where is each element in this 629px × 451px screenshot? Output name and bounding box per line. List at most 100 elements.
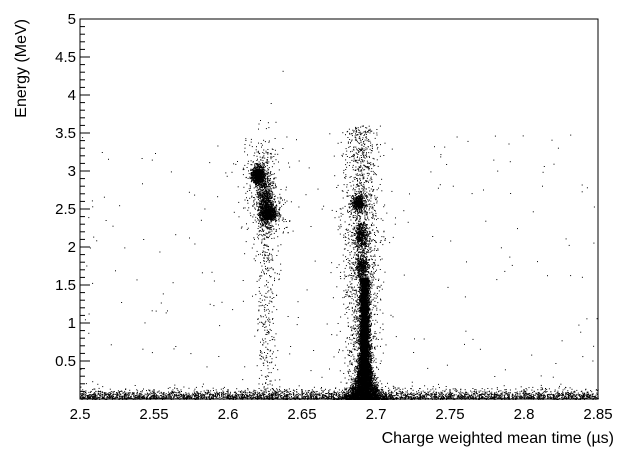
data-point bbox=[271, 395, 273, 396]
data-point bbox=[182, 395, 184, 397]
data-point bbox=[575, 395, 577, 396]
data-point bbox=[157, 391, 159, 393]
data-point bbox=[490, 396, 492, 398]
data-point bbox=[253, 390, 255, 391]
data-point bbox=[466, 394, 468, 396]
data-point bbox=[562, 397, 564, 399]
data-point bbox=[387, 382, 388, 384]
data-point bbox=[442, 394, 444, 396]
data-point bbox=[424, 397, 426, 399]
data-point bbox=[81, 397, 83, 399]
data-point bbox=[119, 396, 121, 398]
data-point bbox=[547, 394, 548, 396]
data-point bbox=[99, 396, 101, 398]
data-point bbox=[308, 397, 310, 399]
data-point bbox=[246, 393, 248, 395]
data-point bbox=[311, 392, 313, 394]
data-point bbox=[218, 393, 220, 395]
data-point bbox=[103, 395, 105, 397]
data-point bbox=[142, 396, 144, 398]
data-point bbox=[181, 393, 183, 395]
data-point bbox=[397, 394, 399, 396]
data-point bbox=[272, 397, 274, 399]
data-point bbox=[276, 392, 278, 394]
data-point bbox=[85, 395, 86, 397]
data-point bbox=[147, 393, 149, 394]
data-point bbox=[226, 395, 228, 397]
data-point bbox=[431, 396, 433, 398]
data-point bbox=[112, 396, 114, 398]
data-point bbox=[392, 396, 394, 398]
data-point bbox=[336, 393, 338, 394]
data-point bbox=[156, 391, 158, 393]
data-point bbox=[390, 392, 392, 394]
data-point bbox=[483, 397, 485, 398]
data-point bbox=[113, 396, 115, 397]
data-point bbox=[586, 391, 588, 393]
data-point bbox=[516, 393, 518, 395]
data-point bbox=[481, 395, 482, 397]
data-point bbox=[114, 393, 116, 395]
data-point bbox=[418, 397, 419, 399]
data-point bbox=[107, 393, 109, 395]
data-point bbox=[143, 388, 144, 390]
data-point bbox=[154, 395, 156, 397]
data-point bbox=[388, 393, 390, 395]
data-point bbox=[310, 393, 312, 395]
data-point bbox=[516, 395, 518, 397]
data-point bbox=[220, 392, 222, 394]
data-point bbox=[390, 391, 392, 393]
data-point bbox=[121, 396, 123, 398]
data-point bbox=[87, 395, 89, 397]
data-point bbox=[322, 394, 324, 395]
data-point bbox=[92, 394, 94, 396]
data-point bbox=[210, 390, 212, 392]
data-point bbox=[562, 392, 564, 394]
data-point bbox=[429, 390, 431, 392]
data-point bbox=[500, 396, 502, 398]
data-point bbox=[242, 392, 244, 393]
data-point bbox=[328, 392, 330, 394]
data-point bbox=[93, 388, 95, 390]
data-point bbox=[208, 392, 210, 394]
data-point bbox=[572, 392, 574, 394]
data-point bbox=[351, 392, 352, 394]
data-point bbox=[205, 392, 207, 394]
data-point bbox=[189, 397, 191, 399]
data-point bbox=[409, 394, 411, 395]
data-point bbox=[125, 395, 127, 397]
data-point bbox=[313, 392, 315, 394]
data-point bbox=[331, 393, 333, 395]
data-point bbox=[293, 394, 295, 396]
data-point bbox=[397, 387, 399, 389]
data-point bbox=[467, 397, 469, 399]
data-point bbox=[206, 393, 208, 395]
data-point bbox=[268, 394, 270, 396]
data-point bbox=[371, 365, 373, 367]
data-point bbox=[574, 390, 576, 392]
data-point bbox=[156, 397, 157, 399]
data-point bbox=[439, 394, 441, 395]
data-point bbox=[490, 393, 492, 395]
data-point bbox=[321, 387, 322, 388]
data-point bbox=[134, 397, 136, 399]
data-point bbox=[232, 396, 234, 398]
data-point bbox=[313, 391, 315, 393]
data-point bbox=[105, 394, 107, 396]
data-point bbox=[98, 393, 100, 395]
data-point bbox=[196, 392, 198, 394]
data-point bbox=[221, 394, 222, 395]
data-point bbox=[93, 395, 95, 397]
data-point bbox=[435, 393, 437, 395]
data-point bbox=[433, 396, 435, 397]
data-point bbox=[338, 396, 340, 398]
data-point bbox=[391, 393, 392, 395]
data-point bbox=[400, 393, 402, 395]
data-point bbox=[252, 392, 254, 394]
data-point bbox=[90, 396, 92, 397]
data-point bbox=[392, 392, 394, 394]
data-point bbox=[514, 392, 516, 393]
data-point bbox=[486, 393, 488, 395]
data-point bbox=[540, 396, 542, 398]
data-point bbox=[101, 393, 103, 395]
